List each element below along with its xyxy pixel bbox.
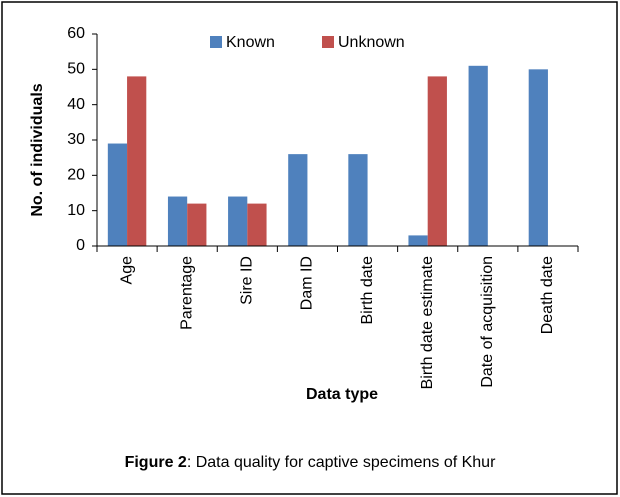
x-tick-label: Dam ID xyxy=(299,256,316,310)
x-tick-label: Death date xyxy=(539,256,556,334)
bar xyxy=(288,154,308,246)
legend-swatch xyxy=(322,36,334,48)
caption: Figure 2: Data quality for captive speci… xyxy=(125,454,497,471)
y-axis-label: No. of individuals xyxy=(29,83,46,216)
legend-swatch xyxy=(210,36,222,48)
x-tick-label: Birth date xyxy=(359,256,376,325)
y-tick-label: 10 xyxy=(67,202,85,219)
legend-label: Unknown xyxy=(338,34,405,51)
x-tick-label: Age xyxy=(118,256,135,285)
x-tick-label: Birth date estimate xyxy=(419,256,436,390)
bar xyxy=(468,65,488,246)
bar xyxy=(228,196,248,246)
y-tick-label: 0 xyxy=(76,237,85,254)
x-tick-label: Sire ID xyxy=(239,256,256,305)
bar xyxy=(167,196,188,246)
y-tick-label: 50 xyxy=(67,61,85,78)
bar xyxy=(187,203,207,246)
y-tick-label: 20 xyxy=(67,167,85,184)
x-tick-label: Parentage xyxy=(178,256,195,330)
caption-label: Figure 2 xyxy=(125,454,187,471)
bar xyxy=(427,76,447,247)
legend-label: Known xyxy=(226,34,275,51)
bar xyxy=(408,235,428,246)
bar xyxy=(107,143,128,246)
x-axis-label: Data type xyxy=(306,386,378,403)
bar xyxy=(247,203,267,246)
caption-text: : Data quality for captive specimens of … xyxy=(187,454,496,471)
bar xyxy=(127,76,147,247)
x-tick-label: Date of acquisition xyxy=(479,256,496,388)
bar xyxy=(528,69,548,246)
y-tick-label: 40 xyxy=(67,96,85,113)
y-tick-label: 30 xyxy=(67,131,85,148)
y-tick-label: 60 xyxy=(67,25,85,42)
bar xyxy=(348,154,368,246)
